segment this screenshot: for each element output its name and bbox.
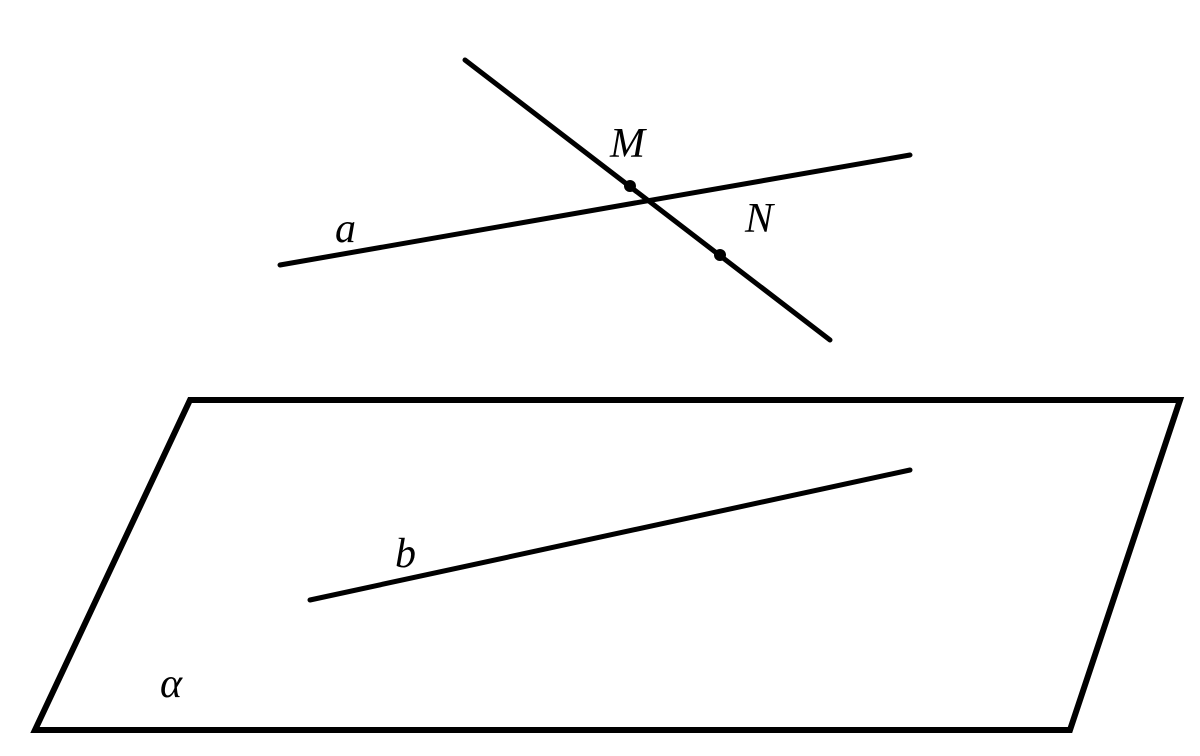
line-a bbox=[280, 155, 910, 265]
label-b: b bbox=[395, 530, 416, 578]
point-m bbox=[624, 180, 636, 192]
label-n: N bbox=[745, 195, 773, 243]
label-m: M bbox=[610, 120, 645, 168]
label-alpha: α bbox=[160, 660, 182, 708]
geometry-diagram bbox=[0, 0, 1200, 756]
plane-alpha bbox=[35, 400, 1180, 730]
label-a: a bbox=[335, 205, 356, 253]
line-mn bbox=[465, 60, 830, 340]
point-n bbox=[714, 249, 726, 261]
